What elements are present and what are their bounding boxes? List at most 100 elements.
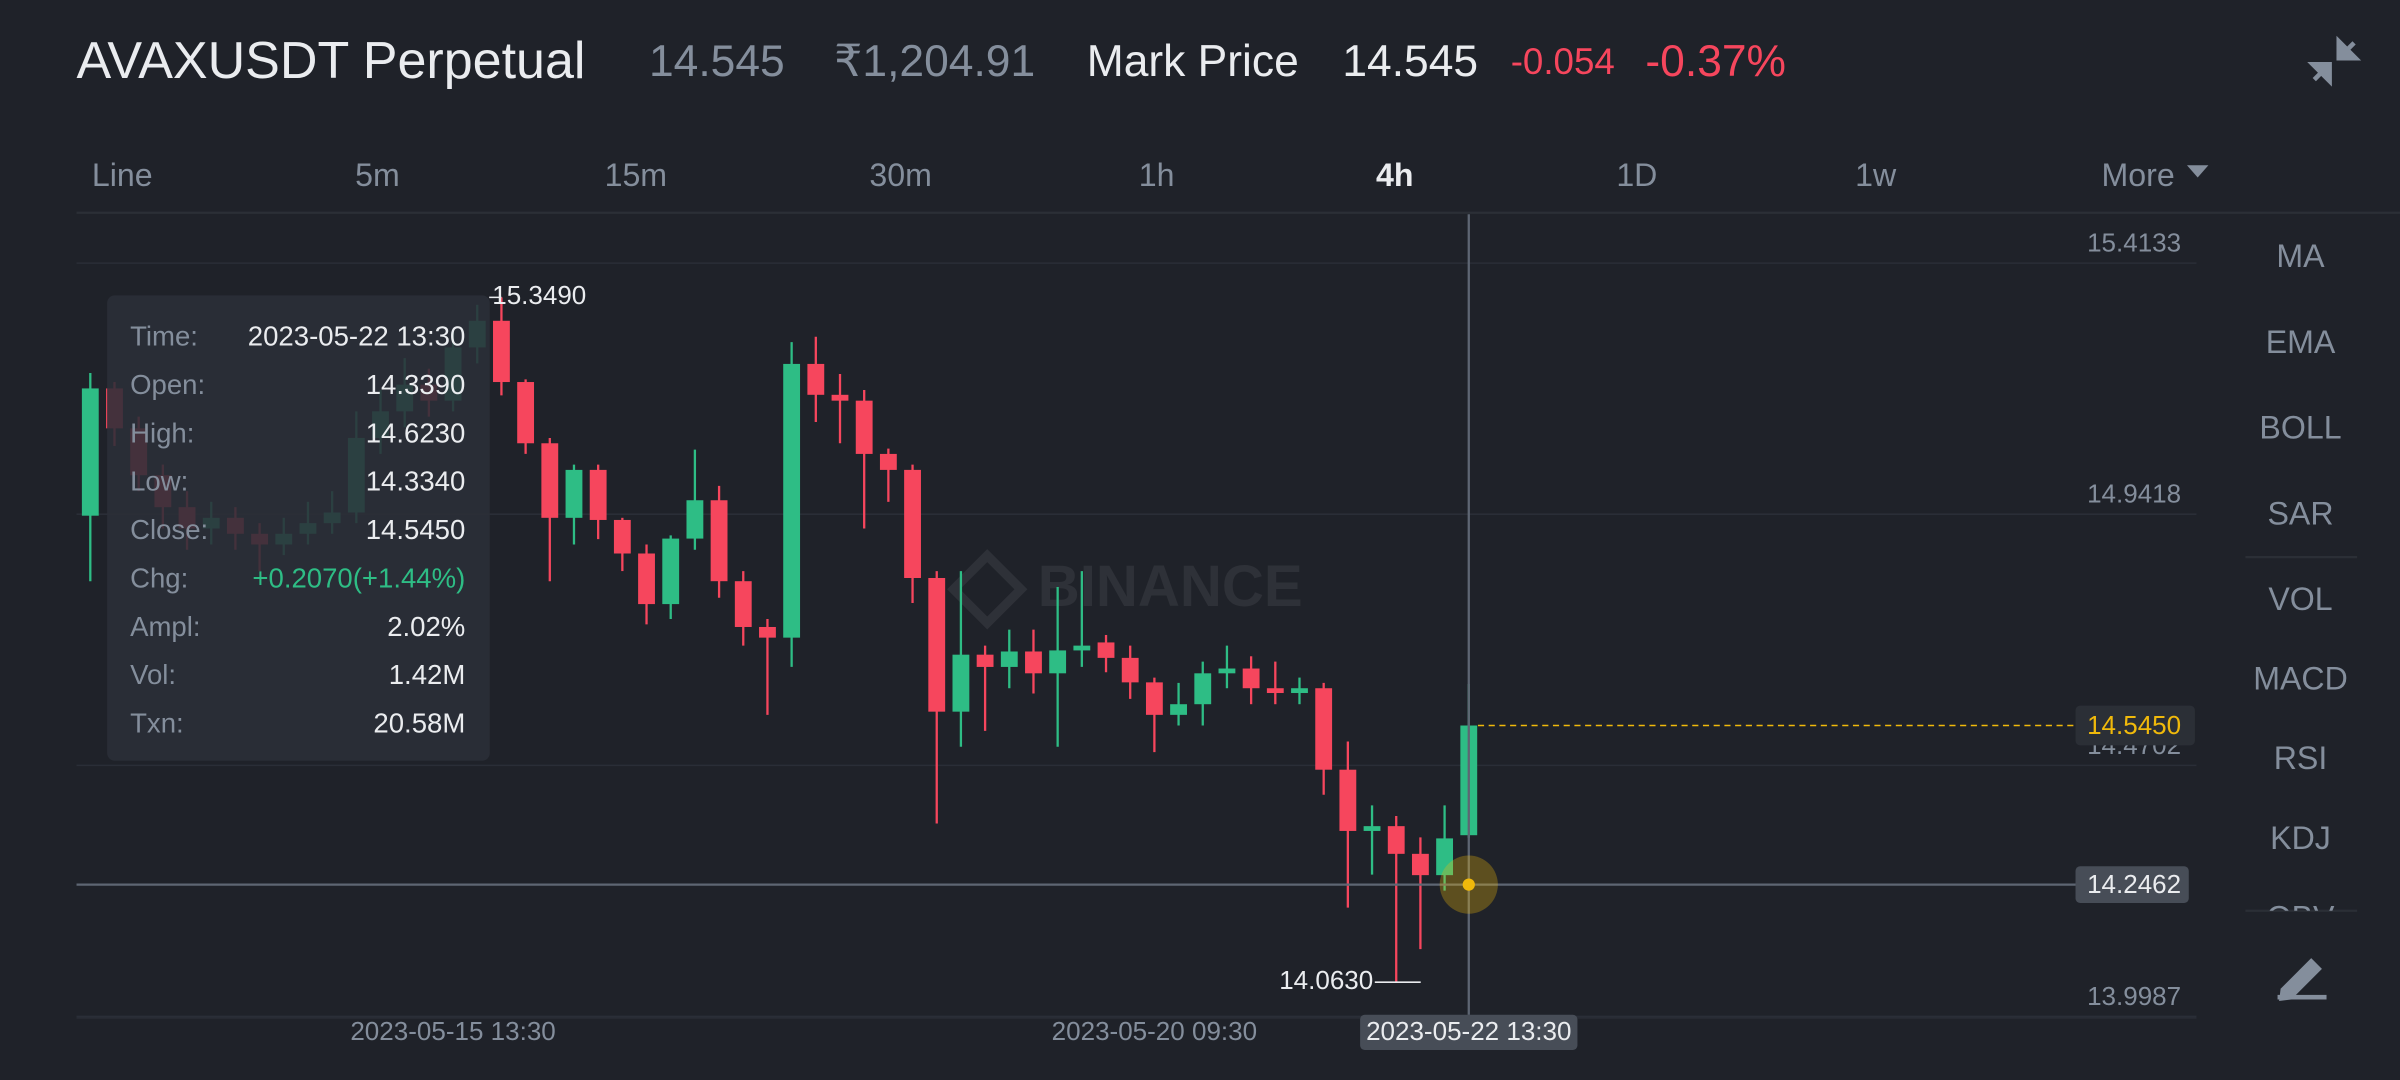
collapse-icon[interactable] — [2307, 35, 2362, 87]
candle-body — [759, 626, 776, 638]
tooltip-value: 20.58M — [373, 707, 465, 738]
candle-body — [541, 443, 559, 518]
tooltip-label: Low: — [130, 466, 188, 497]
indicator[interactable]: VOL — [2268, 581, 2332, 617]
x-tick-label: 2023-05-15 13:30 — [350, 1016, 555, 1046]
candle-body — [807, 363, 825, 395]
candle-body — [928, 577, 946, 712]
tab[interactable]: More — [2102, 157, 2175, 193]
min-label: 14.0630 — [1279, 965, 1373, 995]
mark-price: 14.545 — [1342, 37, 1478, 86]
candle-body — [783, 363, 801, 638]
tab[interactable]: 5m — [355, 157, 400, 193]
tab[interactable]: 1w — [1855, 157, 1897, 193]
tooltip-label: Chg: — [130, 562, 188, 593]
tab[interactable]: 1h — [1139, 157, 1175, 193]
candle-body — [589, 469, 607, 520]
candle-body — [1242, 668, 1260, 689]
candle-body — [1000, 651, 1018, 667]
tooltip-label: Txn: — [130, 707, 184, 738]
candle-body — [1170, 704, 1187, 715]
indicator[interactable]: OBV — [2267, 899, 2335, 935]
candle-body — [1363, 826, 1381, 831]
candle-body — [1266, 688, 1284, 694]
change-pct: -0.37% — [1645, 37, 1786, 86]
candle-body — [662, 538, 680, 605]
candle-body — [1073, 645, 1091, 651]
crosshair-price-label: 14.2462 — [2087, 869, 2181, 899]
candle-body — [493, 320, 510, 383]
candle-body — [1315, 688, 1333, 770]
tooltip-box — [107, 295, 490, 761]
last-price-box — [2075, 705, 2195, 746]
last-price: 14.545 — [649, 37, 785, 86]
crosshair-price-box — [2075, 866, 2189, 903]
candle-body — [1218, 668, 1236, 674]
draw-tool-icon[interactable] — [2277, 958, 2327, 1002]
tooltip-value: 2023-05-22 13:30 — [248, 321, 466, 352]
candle-body — [904, 469, 921, 578]
candle-body — [613, 519, 631, 554]
symbol: AVAXUSDT Perpetual — [77, 32, 586, 90]
candle-body — [879, 453, 897, 470]
candle-body — [710, 500, 728, 582]
candle-body — [1387, 826, 1405, 854]
tab[interactable]: 30m — [869, 157, 931, 193]
y-tick-label: 14.9418 — [2087, 479, 2181, 509]
candle-body — [1121, 657, 1139, 683]
tab[interactable]: 1D — [1616, 157, 1657, 193]
y-tick-label: 15.4133 — [2087, 228, 2181, 258]
fiat-price: ₹1,204.91 — [834, 37, 1035, 86]
tab[interactable]: 4h — [1376, 157, 1414, 193]
indicator[interactable]: MACD — [2253, 661, 2348, 697]
candle-body — [855, 400, 873, 454]
indicator[interactable]: RSI — [2274, 740, 2328, 776]
candle-body — [638, 553, 655, 605]
indicator[interactable]: SAR — [2267, 495, 2333, 531]
indicator[interactable]: KDJ — [2270, 820, 2331, 856]
crosshair-dot — [1462, 878, 1475, 891]
last-price-label: 14.5450 — [2087, 710, 2181, 740]
tooltip-label: Open: — [130, 369, 205, 400]
dropdown-arrow — [2186, 165, 2209, 178]
tooltip-value: 14.3340 — [366, 466, 466, 497]
watermark-logo — [947, 549, 1028, 630]
tooltip-value: 14.5450 — [366, 514, 466, 545]
candle-body — [1049, 650, 1067, 674]
indicator[interactable]: MA — [2276, 238, 2325, 274]
candle-body — [517, 382, 535, 444]
tooltip-value: 14.3390 — [366, 369, 466, 400]
indicator[interactable]: BOLL — [2259, 410, 2341, 446]
candle-body — [831, 394, 849, 401]
tooltip-value: 14.6230 — [366, 417, 466, 448]
candle-body — [81, 388, 99, 516]
crosshair-time-box — [1360, 1014, 1578, 1050]
mark-label: Mark Price — [1087, 37, 1299, 86]
tooltip-value: 2.02% — [387, 611, 465, 642]
candle-body — [1145, 682, 1163, 715]
tooltip-label: Vol: — [130, 659, 176, 690]
tab-bar: Line 5m 15m 30m 1h 4h 1D 1w More — [92, 157, 2209, 193]
indicator[interactable]: EMA — [2266, 324, 2336, 360]
tooltip-value: +0.2070(+1.44%) — [252, 562, 465, 593]
indicator-list: MA EMA BOLL SAR VOL MACD RSI KDJ OBV — [2253, 238, 2348, 935]
candle-body — [1411, 853, 1429, 876]
tooltip-label: Time: — [130, 321, 198, 352]
max-label: 15.3490 — [492, 280, 586, 310]
candle-body — [686, 500, 704, 539]
candle-body — [734, 581, 752, 627]
tab[interactable]: Line — [92, 157, 153, 193]
tooltip-label: High: — [130, 417, 194, 448]
tooltip: Time: 2023-05-22 13:30 Open: 14.3390 High: 14… — [107, 295, 490, 761]
candle-body — [952, 654, 970, 712]
tab[interactable]: 15m — [605, 157, 668, 193]
candle-body — [565, 469, 583, 518]
tooltip-label: Close: — [130, 514, 208, 545]
watermark-text: BINANCE — [1038, 554, 1303, 619]
candle-body — [1025, 651, 1042, 674]
candle-body — [1097, 642, 1115, 658]
tooltip-label: Ampl: — [130, 611, 200, 642]
y-tick-label: 13.9987 — [2087, 981, 2181, 1011]
